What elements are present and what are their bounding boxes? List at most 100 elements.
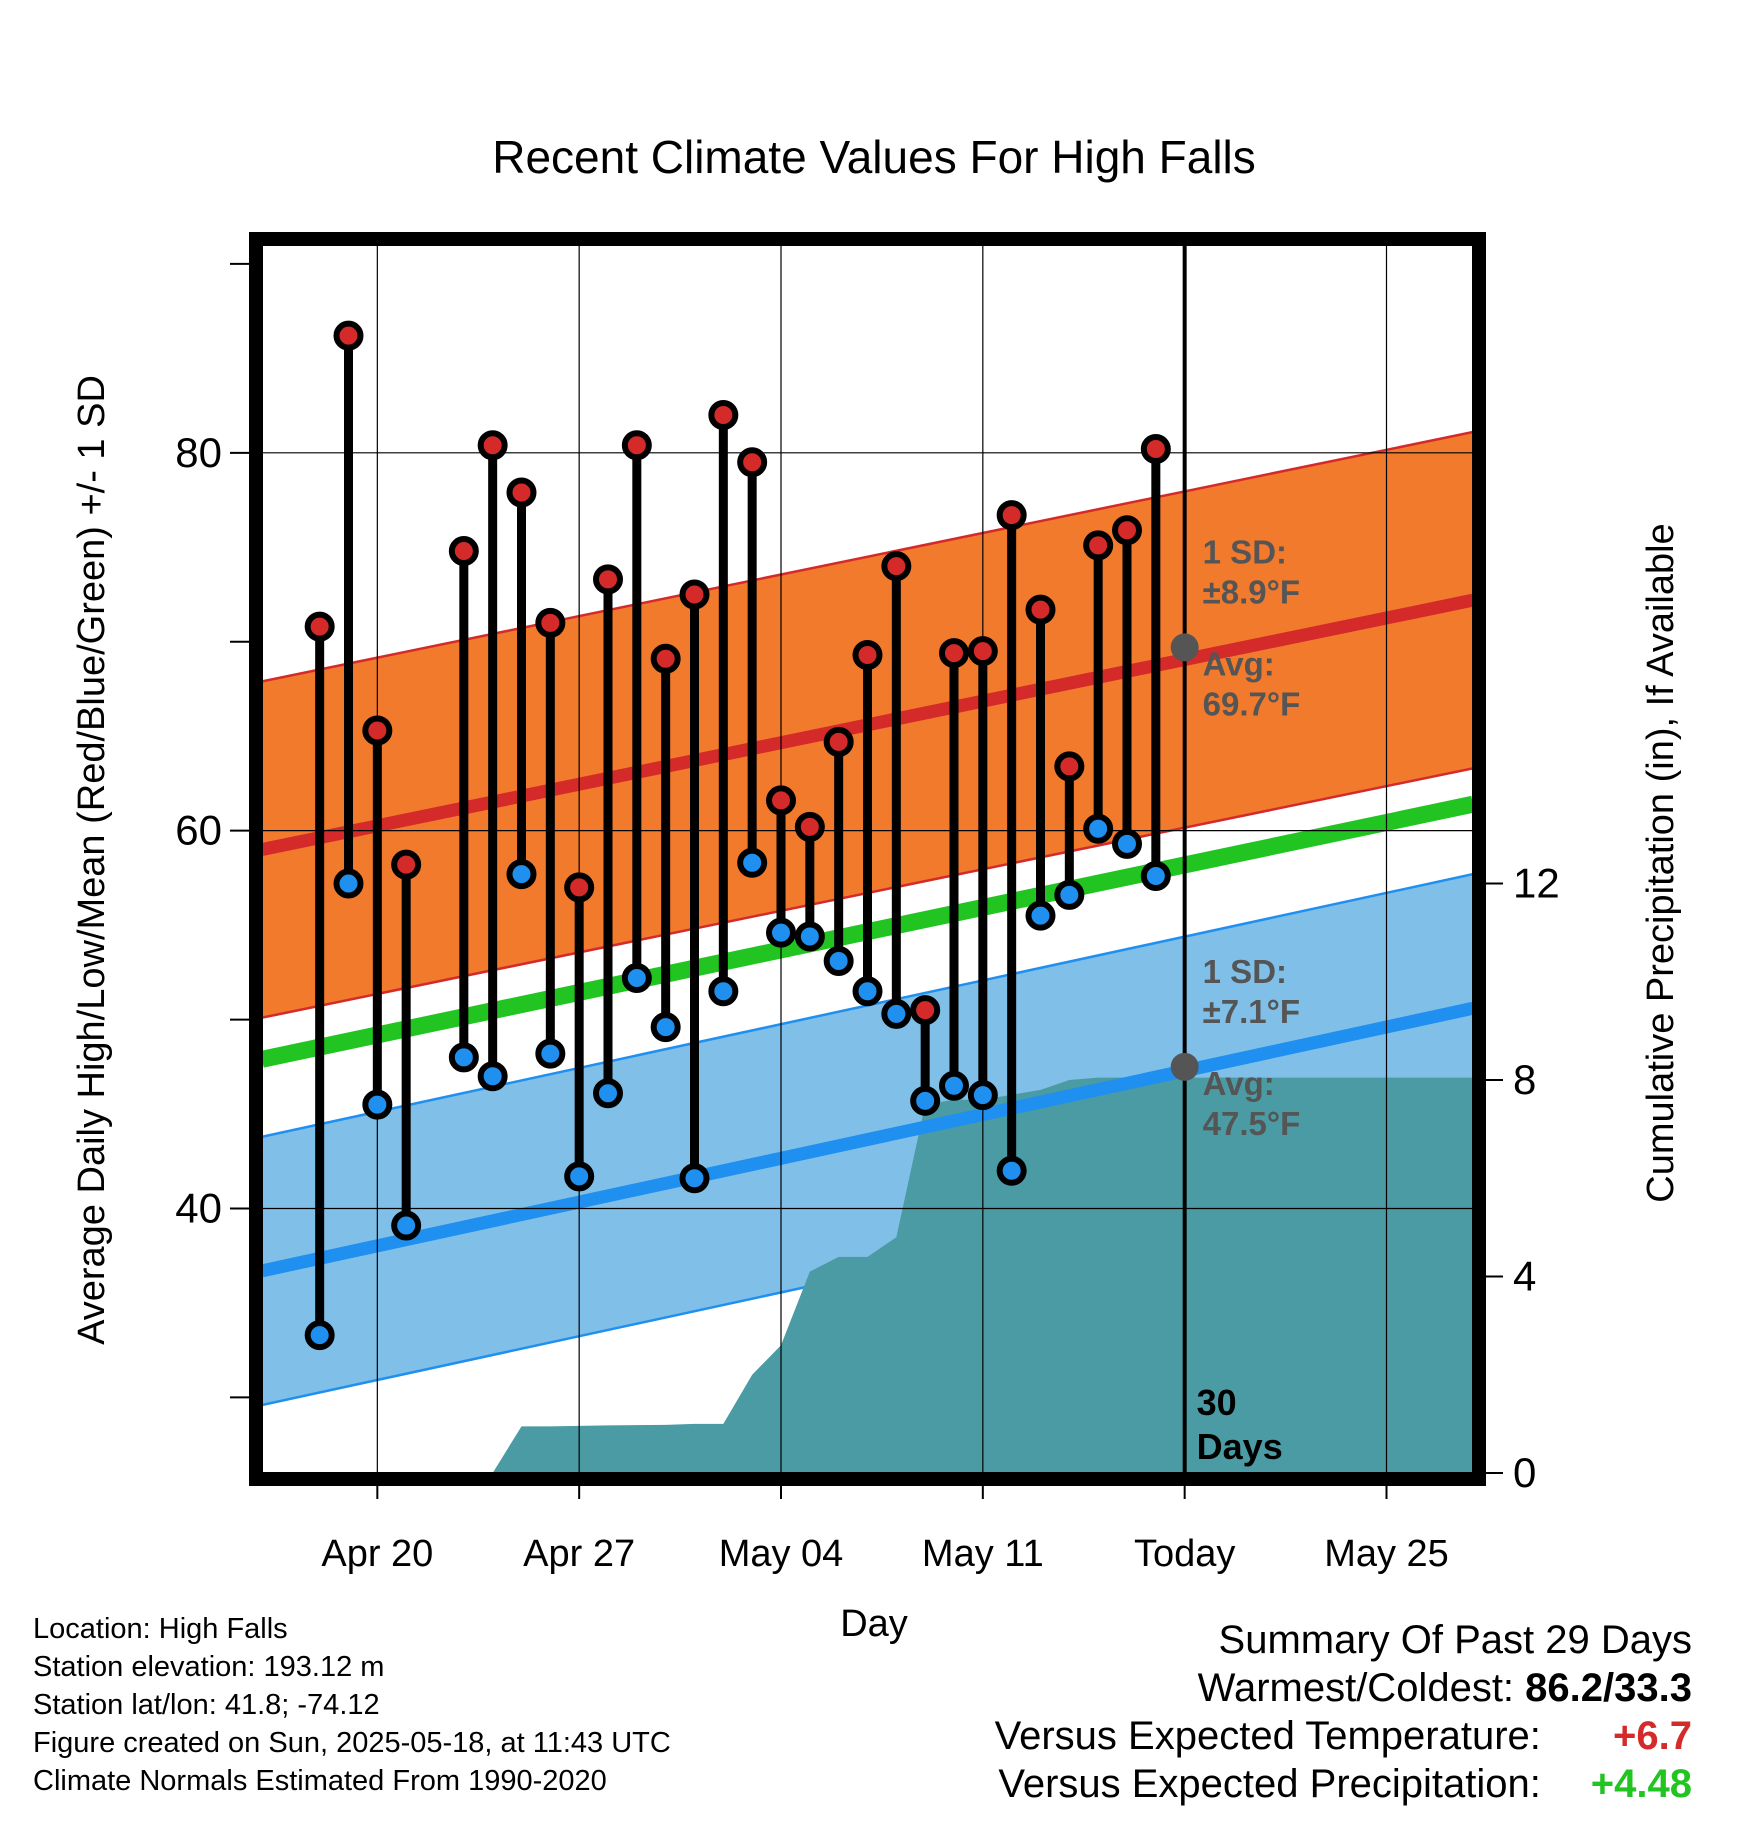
summary-panel: Summary Of Past 29 Days Warmest/Coldest:… [995,1616,1692,1808]
y-axis-label-left: Average Daily High/Low/Mean (Red/Blue/Gr… [71,375,113,1345]
x-tick-label: Today [1134,1533,1235,1575]
summary-warm-cold-label: Warmest/Coldest: [1197,1666,1515,1710]
station-info: Location: High Falls Station elevation: … [33,1610,671,1800]
high-sd-label: 1 SD: [1203,533,1287,570]
y-right-tick-label: 12 [1513,860,1560,907]
x-tick-label: May 25 [1324,1533,1449,1575]
low-point [823,946,854,977]
high-point [477,430,508,461]
high-point [794,811,825,842]
low-point [391,1210,422,1241]
high-point [391,849,422,880]
low-point [1083,813,1114,844]
low-point [621,963,652,994]
low-avg-marker [1170,1052,1199,1081]
plot-content [262,245,1473,1473]
high-point [333,320,364,351]
high-point [506,477,537,508]
x-tick-label: May 11 [922,1533,1044,1575]
x-tick-label: Apr 20 [321,1533,433,1575]
low-point [766,917,796,948]
high-point [535,607,566,638]
low-point [593,1078,623,1109]
y-axis-label-right: Cumulative Precipitation (in), If Availa… [1640,523,1682,1202]
low-point [794,921,825,952]
high-point [1112,515,1142,546]
low-avg-label: Avg: [1203,1065,1275,1102]
high-point [881,551,912,582]
high-point [737,447,768,478]
summary-temp-label: Versus Expected Temperature: [994,1714,1541,1758]
low-point [910,1085,941,1116]
low-point [708,976,739,1007]
high-point [621,430,652,461]
info-latlon: Station lat/lon: 41.8; -74.12 [33,1689,380,1721]
low-point [1112,828,1142,859]
low-point [1140,861,1171,892]
summary-temp-value: +6.7 [1613,1714,1692,1758]
low-avg-value: 47.5°F [1203,1105,1301,1142]
low-point [881,998,912,1029]
low-point [535,1038,566,1069]
normal-low-line [262,1001,1473,1278]
y-left-tick-label: 60 [175,807,222,854]
high-point [679,579,710,610]
high-avg-label: Avg: [1203,645,1275,682]
summary-precip-row: Versus Expected Precipitation: +4.48 [995,1760,1692,1808]
low-point [996,1155,1027,1186]
today-label-line1: 30 [1197,1382,1237,1423]
high-point [852,639,883,670]
low-point [564,1161,595,1192]
high-point [304,611,335,642]
y-right-tick-label: 0 [1513,1449,1536,1496]
low-point [1054,879,1085,910]
low-point [304,1320,335,1351]
info-location: Location: High Falls [33,1613,288,1645]
y-left-tick-label: 80 [175,429,222,476]
high-avg-value: 69.7°F [1203,685,1301,722]
summary-precip-label: Versus Expected Precipitation: [998,1762,1541,1806]
summary-precip-value: +4.48 [1590,1762,1692,1806]
high-point [593,564,623,595]
low-point [362,1089,393,1120]
high-point [939,638,969,669]
x-tick-label: Apr 27 [523,1533,635,1575]
high-point [650,643,681,674]
low-point [967,1080,998,1111]
chart-title: Recent Climate Values For High Falls [492,131,1256,183]
low-point [506,859,537,890]
high-point [1025,594,1056,625]
high-point [823,726,854,757]
low-point [1025,900,1056,931]
high-point [910,995,941,1026]
x-tick-label: May 04 [719,1533,844,1575]
high-sd-value: ±8.9°F [1203,573,1300,610]
plot-frame [249,232,1486,1486]
high-point [564,872,595,903]
y-left-tick-label: 40 [175,1185,222,1232]
low-point [737,847,768,878]
info-normals: Climate Normals Estimated From 1990-2020 [33,1765,607,1797]
low-point [333,868,364,899]
info-elevation: Station elevation: 193.12 m [33,1651,385,1683]
high-point [1083,530,1114,561]
low-point [852,976,883,1007]
high-point [1054,751,1085,782]
low-point [448,1042,479,1073]
high-point [448,536,479,567]
low-sd-value: ±7.1°F [1203,993,1300,1030]
today-label-line2: Days [1197,1426,1283,1467]
low-point [679,1163,710,1194]
high-point [362,715,393,746]
info-created: Figure created on Sun, 2025-05-18, at 11… [33,1727,671,1759]
y-right-tick-label: 4 [1513,1253,1536,1300]
summary-heading: Summary Of Past 29 Days [1218,1618,1692,1662]
high-point [1140,434,1171,465]
low-point [477,1061,508,1092]
high-point [996,500,1027,531]
x-axis-label: Day [840,1603,908,1645]
high-point [967,636,998,667]
low-sd-label: 1 SD: [1203,953,1287,990]
